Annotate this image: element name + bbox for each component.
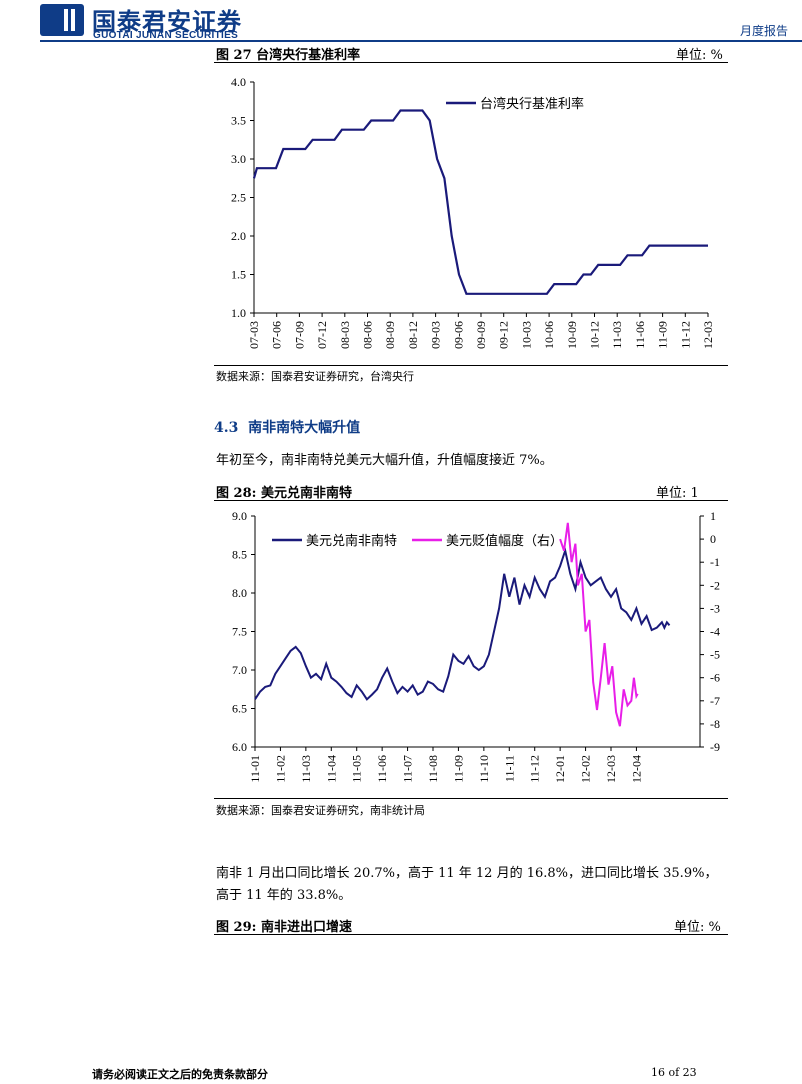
figure29-top-rule <box>214 934 728 935</box>
x-tick-label: 11-01 <box>248 755 262 783</box>
x-tick-label: 11-10 <box>477 755 491 783</box>
paragraph-trade-line2: 高于 11 年的 33.8%。 <box>216 888 352 903</box>
y-tick-label: 7.0 <box>232 663 247 677</box>
y2-tick-label: 0 <box>710 532 716 546</box>
y2-tick-label: -7 <box>710 694 720 708</box>
figure27-source: 数据来源：国泰君安证券研究，台湾央行 <box>216 370 414 383</box>
x-tick-label: 10-12 <box>588 321 602 349</box>
x-tick-label: 11-03 <box>299 755 313 783</box>
section-number: 4.3 <box>214 420 239 436</box>
y2-tick-label: -6 <box>710 671 720 685</box>
company-name-en: GUOTAI JUNAN SECURITIES <box>93 30 239 41</box>
section-title: 南非南特大幅升值 <box>248 420 361 436</box>
company-name-cn: 国泰君安证券 <box>92 8 242 36</box>
x-tick-label: 07-03 <box>247 321 261 349</box>
x-tick-label: 08-09 <box>383 321 397 349</box>
paragraph-rand-appreciation: 年初至今，南非南特兑美元大幅升值，升值幅度接近 7%。 <box>216 453 553 468</box>
series-line-benchmark-rate <box>252 109 708 295</box>
y-tick-label: 1.0 <box>231 306 246 320</box>
x-tick-label: 11-07 <box>401 755 415 783</box>
x-tick-label: 11-05 <box>350 755 364 783</box>
paragraph-trade-line1: 南非 1 月出口同比增长 20.7%，高于 11 年 12 月的 16.8%，进… <box>216 866 718 881</box>
section-heading: 4.3 南非南特大幅升值 <box>214 417 360 437</box>
x-tick-label: 08-03 <box>338 321 352 349</box>
figure28-bottom-rule <box>214 798 728 799</box>
legend-label: 台湾央行基准利率 <box>480 96 584 111</box>
x-tick-label: 10-06 <box>542 321 556 349</box>
x-tick-label: 11-12 <box>678 321 692 349</box>
x-tick-label: 11-06 <box>633 321 647 349</box>
x-tick-label: 12-02 <box>579 755 593 783</box>
x-tick-label: 12-01 <box>553 755 567 783</box>
y2-tick-label: -2 <box>710 578 720 592</box>
x-tick-label: 07-09 <box>292 321 306 349</box>
x-tick-label: 11-09 <box>656 321 670 349</box>
y2-tick-label: 1 <box>710 509 716 523</box>
legend-label-usd-depreciation: 美元贬值幅度（右） <box>446 533 563 548</box>
x-tick-label: 07-06 <box>270 321 284 349</box>
figure29-unit: 单位: % <box>674 920 721 935</box>
header-divider <box>40 40 802 42</box>
figure27-top-rule <box>214 62 728 63</box>
x-tick-label: 11-04 <box>324 755 338 783</box>
x-tick-label: 11-12 <box>528 755 542 783</box>
footer-page-number: 16 of 23 <box>651 1066 697 1079</box>
figure28-source: 数据来源：国泰君安证券研究，南非统计局 <box>216 804 425 817</box>
figure28-title: 图 28: 美元兑南非南特 <box>216 486 352 501</box>
y-tick-label: 6.0 <box>232 740 247 754</box>
y-tick-label: 2.5 <box>231 191 246 205</box>
figure27-chart: 1.0 1.5 2.0 2.5 3.0 3.5 4.0 07-03 07-06 07-09 07-1… <box>231 75 715 349</box>
figure29-title: 图 29: 南非进出口增速 <box>216 920 352 935</box>
figure28-chart: 6.0 6.5 7.0 7.5 8.0 8.5 9.0 -9 -8 -7 -6 -5 -4 -3 -2 -1 0… <box>232 509 720 783</box>
x-tick-label: 09-03 <box>429 321 443 349</box>
x-tick-label: 09-06 <box>451 321 465 349</box>
legend-label-usd-zar: 美元兑南非南特 <box>306 533 397 548</box>
figure27-title: 图 27 台湾央行基准利率 <box>216 48 361 63</box>
x-tick-label: 08-12 <box>406 321 420 349</box>
x-tick-label: 09-09 <box>474 321 488 349</box>
y-tick-label: 8.5 <box>232 548 247 562</box>
x-tick-label: 11-03 <box>610 321 624 349</box>
x-tick-label: 11-06 <box>375 755 389 783</box>
y2-tick-label: -3 <box>710 601 720 615</box>
figure27-unit: 单位: % <box>676 48 723 63</box>
figure28-top-rule <box>214 500 728 501</box>
y2-tick-label: -4 <box>710 625 720 639</box>
y-tick-label: 1.5 <box>231 268 246 282</box>
y-tick-label: 6.5 <box>232 702 247 716</box>
x-tick-label: 07-12 <box>315 321 329 349</box>
y-tick-label: 9.0 <box>232 509 247 523</box>
figure28-unit: 单位: 1 <box>656 486 699 501</box>
footer-disclaimer: 请务必阅读正文之后的免责条款部分 <box>92 1068 268 1081</box>
x-tick-label: 12-04 <box>629 755 643 783</box>
x-tick-label: 11-09 <box>451 755 465 783</box>
y2-tick-label: -1 <box>710 555 720 569</box>
report-type: 月度报告 <box>739 24 788 38</box>
x-tick-label: 12-03 <box>604 755 618 783</box>
y-tick-label: 2.0 <box>231 229 246 243</box>
figure27-bottom-rule <box>214 365 728 366</box>
y-tick-label: 7.5 <box>232 625 247 639</box>
series-line-usd-depreciation <box>559 522 639 727</box>
company-logo <box>40 4 84 36</box>
x-tick-label: 09-12 <box>497 321 511 349</box>
x-tick-label: 10-09 <box>565 321 579 349</box>
series-line-usd-zar <box>254 546 671 701</box>
y-tick-label: 8.0 <box>232 586 247 600</box>
y-tick-label: 4.0 <box>231 75 246 89</box>
x-tick-label: 11-02 <box>273 755 287 783</box>
x-tick-label: 08-06 <box>361 321 375 349</box>
x-tick-label: 10-03 <box>519 321 533 349</box>
y2-tick-label: -9 <box>710 740 720 754</box>
x-tick-label: 11-11 <box>502 755 516 782</box>
y2-tick-label: -8 <box>710 717 720 731</box>
x-tick-label: 11-08 <box>426 755 440 783</box>
y-tick-label: 3.0 <box>231 152 246 166</box>
y2-tick-label: -5 <box>710 648 720 662</box>
y-tick-label: 3.5 <box>231 114 246 128</box>
x-tick-label: 12-03 <box>701 321 715 349</box>
